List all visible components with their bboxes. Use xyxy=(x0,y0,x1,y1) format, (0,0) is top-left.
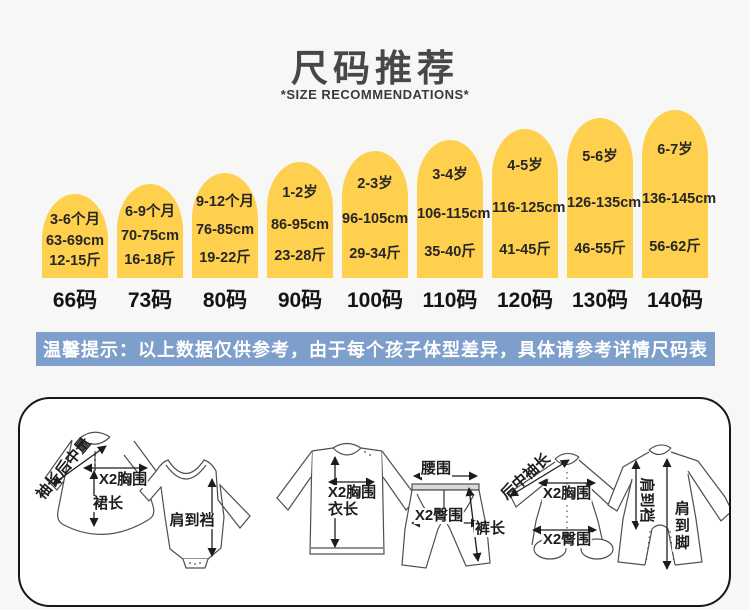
bar-age: 9-12个月 xyxy=(195,194,255,211)
label-bodysuit-shoulder-to-crotch: 肩到裆 xyxy=(168,512,216,530)
bar-height: 136-145cm xyxy=(642,190,717,207)
label-pants-waist: 腰围 xyxy=(419,460,453,478)
bar-weight: 46-55斤 xyxy=(574,240,626,257)
romper-arrows xyxy=(509,459,597,535)
bar-weight: 29-34斤 xyxy=(349,246,401,263)
label-pants-hip: X2臀围 xyxy=(413,507,465,525)
bar-age: 6-7岁 xyxy=(657,141,693,158)
bar-weight: 23-28斤 xyxy=(274,247,326,264)
size-bar: 4-5岁 116-125cm 41-45斤 xyxy=(492,129,566,278)
label-pants-length: 裤长 xyxy=(473,520,507,538)
bar-height: 76-85cm xyxy=(195,222,255,239)
bar-age: 6-9个月 xyxy=(125,203,175,220)
label-dress-skirt-length: 裙长 xyxy=(91,495,125,513)
size-code: 110码 xyxy=(422,289,478,312)
bar-height: 63-69cm xyxy=(45,232,105,249)
label-top-length: 衣长 xyxy=(326,501,360,519)
bar-weight: 56-62斤 xyxy=(649,239,701,256)
label-romper-hip: X2臀围 xyxy=(541,531,593,549)
size-code: 80码 xyxy=(202,289,248,312)
label-romper-shoulder-to-crotch: 肩到裆 xyxy=(637,476,655,524)
label-romper-shoulder-to-foot: 肩到脚 xyxy=(672,500,690,552)
bar-age: 5-6岁 xyxy=(582,148,618,165)
size-code: 140码 xyxy=(646,289,704,312)
bar-weight: 16-18斤 xyxy=(124,251,176,268)
label-romper-chest: X2胸围 xyxy=(541,485,593,503)
label-top-chest: X2胸围 xyxy=(326,484,378,502)
bar-weight: 35-40斤 xyxy=(424,244,476,261)
bar-age: 4-5岁 xyxy=(507,157,543,174)
bar-height: 126-135cm xyxy=(567,194,642,211)
page-title: 尺码推荐 xyxy=(291,48,459,89)
size-code: 90码 xyxy=(277,289,323,312)
size-code-row: 66码 73码 80码 90码 100码 110码 120码 130码 140码 xyxy=(42,284,708,314)
bar-weight: 41-45斤 xyxy=(499,242,551,259)
size-code: 100码 xyxy=(346,289,404,312)
bar-height: 96-105cm xyxy=(342,211,409,228)
notice-banner: 温馨提示：以上数据仅供参考，由于每个孩子体型差异，具体请参考详情尺码表 xyxy=(36,332,715,366)
size-bar: 3-6个月 63-69cm 12-15斤 xyxy=(42,194,108,278)
size-bar: 5-6岁 126-135cm 46-55斤 xyxy=(567,118,642,278)
size-code: 66码 xyxy=(52,289,98,312)
size-bar: 9-12个月 76-85cm 19-22斤 xyxy=(192,173,258,278)
size-bar: 1-2岁 86-95cm 23-28斤 xyxy=(267,162,333,278)
bar-age: 1-2岁 xyxy=(282,185,318,202)
size-bar: 6-7岁 136-145cm 56-62斤 xyxy=(642,110,717,278)
size-bar: 3-4岁 106-115cm 35-40斤 xyxy=(417,140,491,278)
romper2-drawing xyxy=(607,444,729,566)
top-arrows xyxy=(328,456,375,548)
bar-height: 70-75cm xyxy=(120,227,180,244)
bar-weight: 19-22斤 xyxy=(199,249,251,266)
bar-age: 3-6个月 xyxy=(50,211,100,228)
page-subtitle: *SIZE RECOMMENDATIONS* xyxy=(280,87,470,102)
bar-weight: 12-15斤 xyxy=(49,253,101,270)
bar-height: 116-125cm xyxy=(492,200,566,217)
label-dress-chest: X2胸围 xyxy=(97,471,149,489)
size-bar: 6-9个月 70-75cm 16-18斤 xyxy=(117,184,183,278)
size-bar: 2-3岁 96-105cm 29-34斤 xyxy=(342,151,408,278)
measure-diagram xyxy=(44,431,729,570)
bar-age: 2-3岁 xyxy=(357,176,393,193)
size-code: 73码 xyxy=(127,289,173,312)
size-code: 130码 xyxy=(571,289,629,312)
bar-height: 86-95cm xyxy=(270,216,330,233)
notice-text: 温馨提示：以上数据仅供参考，由于每个孩子体型差异，具体请参考详情尺码表 xyxy=(43,340,708,360)
size-code: 120码 xyxy=(496,289,554,312)
bar-height: 106-115cm xyxy=(417,205,491,222)
romper2-arrows xyxy=(631,458,672,570)
size-bar-chart: 3-6个月 63-69cm 12-15斤 6-9个月 70-75cm 16-18… xyxy=(42,0,717,278)
bar-age: 3-4岁 xyxy=(432,166,468,183)
measure-guide-panel: 袖长后中量 X2胸围 裙长 肩到裆 X2胸围 衣长 腰围 X2臀围 裤长 后中袖… xyxy=(18,397,731,607)
